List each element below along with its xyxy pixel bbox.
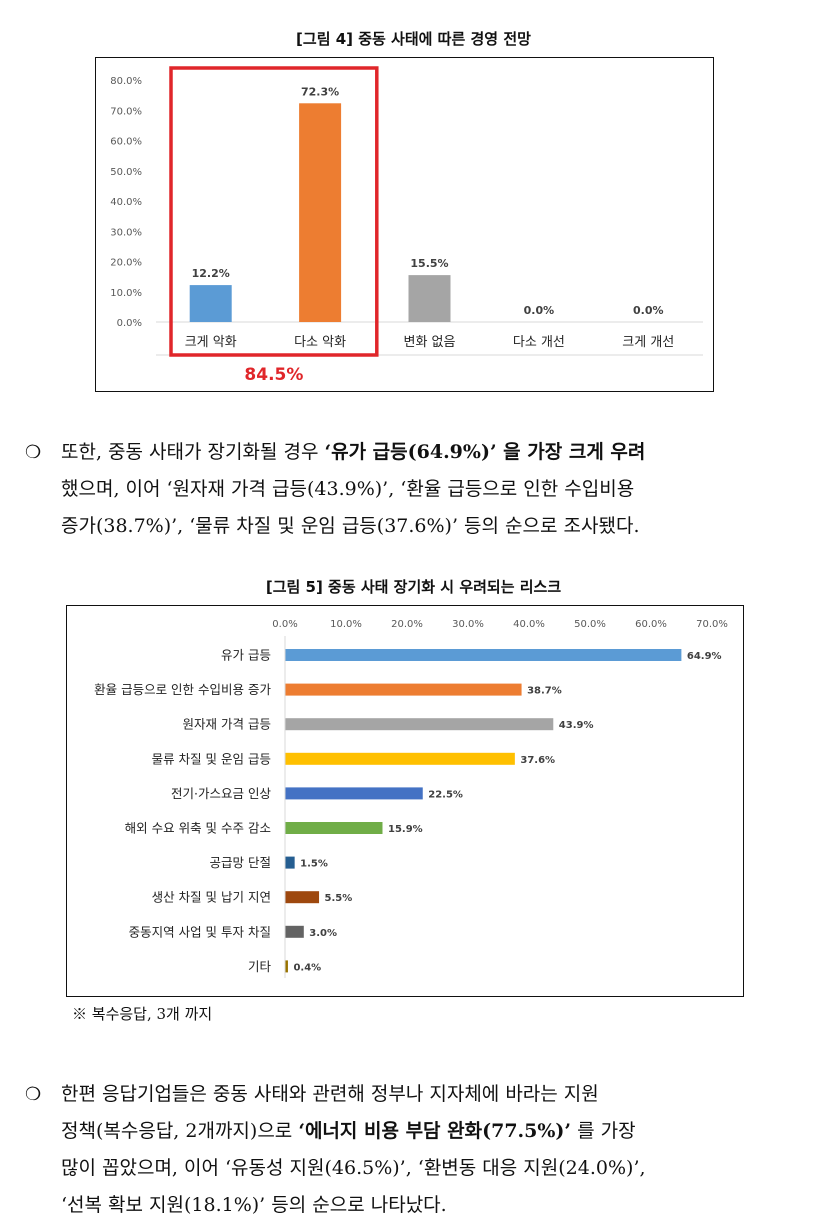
data-label: 5.5%	[325, 893, 353, 904]
bar	[285, 683, 522, 696]
bullet-icon: ❍	[25, 1084, 42, 1105]
figure4-chart-frame: 0.0% 10.0% 20.0% 30.0% 40.0% 50.0% 60.0% 70.0% 8…	[95, 57, 714, 392]
category-label: 해외 수요 위축 및 수주 감소	[125, 821, 271, 836]
x-tick-label: 40.0%	[513, 619, 545, 630]
paragraph-2-line-4: ‘선복 확보 지원(18.1%)’ 등의 순으로 나타났다.	[61, 1187, 447, 1224]
x-tick-label: 70.0%	[696, 619, 728, 630]
bar	[285, 856, 295, 869]
figure5-horizontal-bar-chart: 0.0% 10.0% 20.0% 30.0% 40.0% 50.0% 60.0% 70.0% 유…	[94, 619, 728, 978]
text-segment: 했으며, 이어 ‘원자재 가격 급등(43.9%)’, ‘환율 급등으로 인한 …	[61, 478, 635, 500]
x-tick-label: 크게 개선	[622, 335, 674, 350]
x-tick-label: 변화 없음	[404, 335, 456, 350]
figure5-chart-frame: 0.0% 10.0% 20.0% 30.0% 40.0% 50.0% 60.0% 70.0% 유…	[66, 605, 744, 997]
bar	[189, 285, 232, 322]
bar	[285, 822, 383, 834]
data-label: 12.2%	[192, 267, 230, 280]
bar	[408, 275, 451, 322]
text-segment: 한편 응답기업들은 중동 사태와 관련해 정부나 지자체에 바라는 지원	[61, 1083, 599, 1105]
x-tick-label: 20.0%	[391, 619, 423, 630]
text-segment: ‘선복 확보 지원(18.1%)’ 등의 순으로 나타났다.	[61, 1194, 447, 1216]
data-label: 22.5%	[428, 789, 463, 800]
data-label: 3.0%	[309, 928, 337, 939]
text-segment: 많이 꼽았으며, 이어 ‘유동성 지원(46.5%)’, ‘환변동 대응 지원(…	[61, 1157, 646, 1179]
paragraph-1-line-2: 했으며, 이어 ‘원자재 가격 급등(43.9%)’, ‘환율 급등으로 인한 …	[61, 471, 634, 508]
x-tick-label: 다소 개선	[513, 335, 565, 350]
x-tick-label: 30.0%	[452, 619, 484, 630]
bar	[285, 960, 288, 973]
x-tick-label: 0.0%	[272, 619, 297, 630]
highlight-total-label: 84.5%	[244, 365, 303, 385]
text-segment: 정책(복수응답, 2개까지)으로	[61, 1120, 299, 1142]
text-segment: 를 가장	[571, 1120, 636, 1142]
data-label: 15.9%	[388, 824, 423, 835]
data-label: 43.9%	[559, 720, 594, 731]
category-label: 중동지역 사업 및 투자 차질	[129, 924, 271, 939]
bar	[285, 718, 554, 731]
category-label: 생산 차질 및 납기 지연	[152, 890, 271, 905]
data-label: 0.0%	[633, 304, 664, 317]
paragraph-2-line-3: 많이 꼽았으며, 이어 ‘유동성 지원(46.5%)’, ‘환변동 대응 지원(…	[61, 1150, 646, 1187]
category-label: 기타	[248, 959, 272, 974]
y-tick-label: 60.0%	[110, 137, 142, 148]
x-tick-label: 다소 악화	[294, 335, 346, 350]
x-tick-label: 10.0%	[330, 619, 362, 630]
y-tick-label: 30.0%	[110, 227, 142, 238]
data-label: 37.6%	[520, 755, 555, 766]
paragraph-1-line-1: 또한, 중동 사태가 장기화될 경우 ‘유가 급등(64.9%)’ 을 가장 크…	[61, 434, 645, 471]
bar	[299, 103, 342, 322]
category-label: 물류 차질 및 운임 급등	[152, 751, 271, 766]
y-tick-label: 20.0%	[110, 258, 142, 269]
paragraph-2: ❍ 한편 응답기업들은 중동 사태와 관련해 정부나 지자체에 바라는 지원 정…	[25, 1076, 815, 1226]
y-tick-label: 10.0%	[110, 288, 142, 299]
data-label: 38.7%	[527, 686, 562, 697]
bar	[285, 787, 423, 800]
highlight-box	[169, 66, 379, 357]
paragraph-2-line-2: 정책(복수응답, 2개까지)으로 ‘에너지 비용 부담 완화(77.5%)’ 를…	[61, 1113, 636, 1150]
category-label: 원자재 가격 급등	[183, 717, 271, 732]
bold-text-segment: ‘유가 급등(64.9%)’ 을 가장 크게 우려	[324, 441, 646, 463]
paragraph-1-line-3: 증가(38.7%)’, ‘물류 차질 및 운임 급등(37.6%)’ 등의 순으…	[61, 508, 639, 545]
y-tick-label: 40.0%	[110, 197, 142, 208]
data-label: 1.5%	[300, 859, 328, 870]
data-label: 64.9%	[687, 651, 722, 662]
text-segment: 또한, 중동 사태가 장기화될 경우	[61, 441, 325, 463]
y-tick-label: 80.0%	[110, 76, 142, 87]
text-segment: 증가(38.7%)’, ‘물류 차질 및 운임 급등(37.6%)’ 등의 순으…	[61, 515, 640, 537]
data-label: 0.4%	[293, 962, 321, 973]
category-label: 전기·가스요금 인상	[171, 786, 271, 801]
category-label: 유가 급등	[221, 648, 271, 663]
category-label: 공급망 단절	[210, 855, 271, 870]
bar	[285, 649, 682, 661]
x-tick-label: 60.0%	[635, 619, 667, 630]
x-tick-label: 크게 악화	[185, 335, 237, 350]
y-tick-label: 70.0%	[110, 106, 142, 117]
y-tick-label: 0.0%	[117, 318, 142, 329]
bold-text-segment: ‘에너지 비용 부담 완화(77.5%)’	[298, 1120, 572, 1142]
category-label: 환율 급등으로 인한 수입비용 증가	[94, 682, 271, 697]
data-label: 0.0%	[524, 304, 555, 317]
figure4-bar-chart: 0.0% 10.0% 20.0% 30.0% 40.0% 50.0% 60.0% 70.0% 8…	[110, 66, 703, 385]
bar	[285, 925, 304, 938]
paragraph-2-line-1: 한편 응답기업들은 중동 사태와 관련해 정부나 지자체에 바라는 지원	[61, 1076, 599, 1113]
footnote: ※ 복수응답, 3개 까지	[72, 1005, 213, 1023]
data-label: 15.5%	[410, 257, 448, 270]
x-tick-label: 50.0%	[574, 619, 606, 630]
paragraph-1: ❍ 또한, 중동 사태가 장기화될 경우 ‘유가 급등(64.9%)’ 을 가장…	[25, 434, 815, 554]
bar	[285, 891, 320, 904]
bullet-icon: ❍	[25, 442, 42, 463]
bar	[285, 752, 515, 765]
figure4-title: [그림 4] 중동 사태에 따른 경영 전망	[296, 30, 531, 48]
y-tick-label: 50.0%	[110, 167, 142, 178]
figure5-title: [그림 5] 중동 사태 장기화 시 우려되는 리스크	[265, 578, 562, 596]
data-label: 72.3%	[301, 85, 339, 98]
